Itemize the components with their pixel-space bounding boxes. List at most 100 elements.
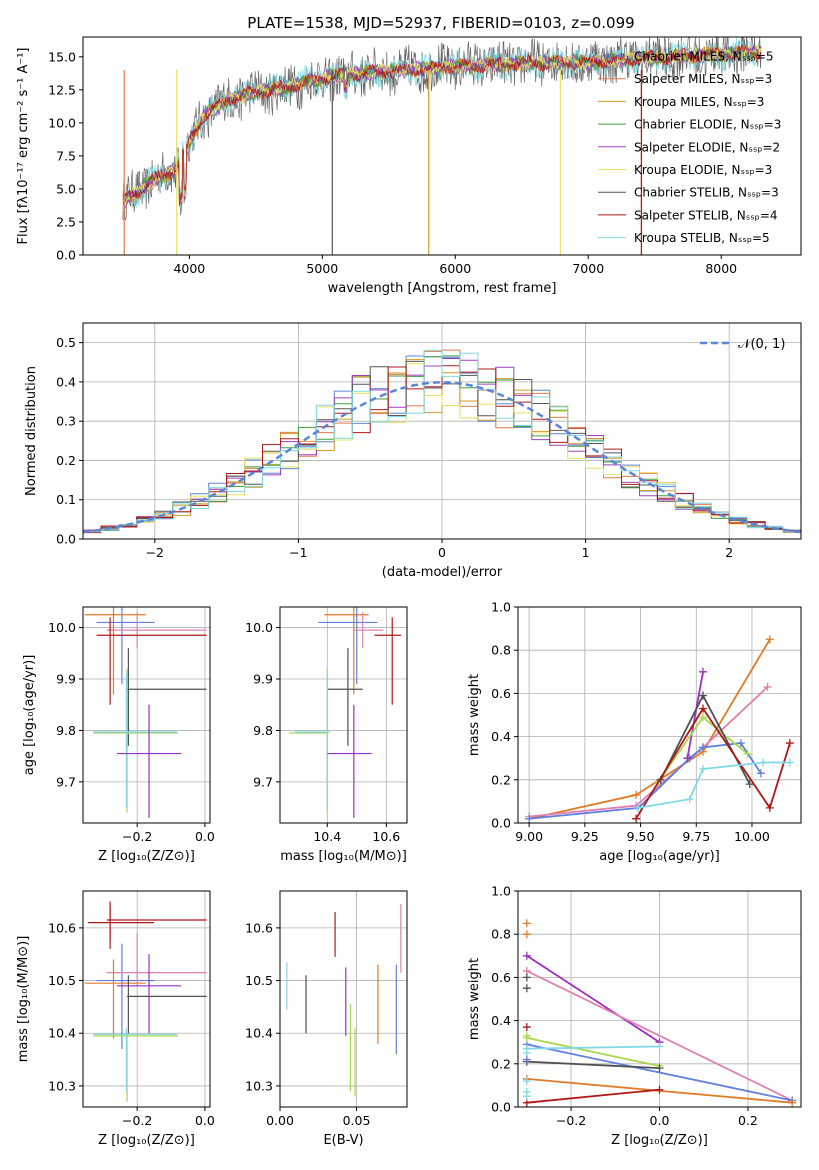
y-tick-label: 7.5 bbox=[56, 148, 76, 163]
x-tick-label: 4000 bbox=[173, 261, 205, 276]
weight-series-line bbox=[526, 1060, 660, 1069]
axes-frame bbox=[279, 606, 408, 824]
weight-marker bbox=[698, 713, 707, 722]
weight-marker bbox=[522, 1031, 531, 1040]
y-axis-label: mass [log₁₀(M/M⊙)] bbox=[16, 936, 31, 1063]
mass_weight_vs_age-plot bbox=[525, 635, 794, 823]
x-axis-label: Z [log₁₀(Z/Z⊙)] bbox=[98, 849, 195, 864]
weight-marker bbox=[743, 749, 752, 758]
y-tick-label: 15.0 bbox=[48, 49, 76, 64]
legend-entry: Chabrier MILES, Nₛₛₚ=5 bbox=[634, 50, 774, 64]
weight-marker bbox=[785, 758, 794, 767]
weight-marker bbox=[522, 984, 531, 993]
weight-series-line bbox=[526, 1037, 660, 1067]
x-tick-label: −2 bbox=[146, 545, 164, 560]
weight-marker bbox=[698, 743, 707, 752]
y-tick-label: 0.8 bbox=[491, 927, 511, 942]
y-tick-label: 9.8 bbox=[56, 723, 76, 738]
x-tick-label: 10.6 bbox=[372, 829, 400, 844]
mass_weight_vs_Z-axes: −0.2 0.0 0.2 0.0 0.2 0.4 0.6 0.8 1.0 Z [log₁₀(Z/Z… bbox=[467, 884, 801, 1148]
x-tick-label: 8000 bbox=[705, 261, 737, 276]
mass_vs_Z-axes: −0.2 0.0 10.3 10.4 10.5 10.6 Z [log₁₀(Z/Z⊙)] ma… bbox=[16, 891, 215, 1148]
x-tick-label: 9.00 bbox=[515, 829, 543, 844]
spectrum-line bbox=[122, 44, 762, 206]
y-tick-label: 9.9 bbox=[56, 672, 76, 687]
y-tick-label: 5.0 bbox=[56, 181, 76, 196]
legend-entry: Salpeter ELODIE, Nₛₛₚ=2 bbox=[634, 140, 780, 154]
legend-entry: Salpeter STELIB, Nₛₛₚ=4 bbox=[634, 208, 778, 222]
legend-entry: Salpeter MILES, Nₛₛₚ=3 bbox=[634, 72, 772, 86]
weight-marker bbox=[632, 790, 641, 799]
y-tick-label: 0.4 bbox=[491, 729, 511, 744]
weight-marker bbox=[759, 758, 768, 767]
mass_vs_ebv-plot bbox=[286, 904, 402, 1097]
spectrum-legend: Chabrier MILES, Nₛₛₚ=5 Salpeter MILES, Nₛ… bbox=[598, 50, 781, 245]
x-tick-label: 0.2 bbox=[738, 1113, 758, 1128]
residuals-axes: −2 −1 0 1 2 0.0 0.1 0.2 0.3 0.4 0.5 (data-model)/er… bbox=[24, 323, 801, 580]
y-tick-label: 10.5 bbox=[245, 973, 273, 988]
weight-series-line bbox=[528, 638, 771, 820]
y-tick-label: 0.3 bbox=[56, 414, 76, 429]
weight-marker bbox=[788, 1098, 797, 1107]
weight-series-line bbox=[529, 742, 762, 820]
y-tick-label: 10.6 bbox=[48, 920, 76, 935]
weight-marker bbox=[655, 1064, 664, 1073]
histogram-series bbox=[83, 349, 801, 539]
weight-marker bbox=[655, 1085, 664, 1094]
x-tick-label: 5000 bbox=[306, 261, 338, 276]
y-tick-label: 9.7 bbox=[56, 774, 76, 789]
y-tick-label: 1.0 bbox=[491, 600, 511, 615]
x-tick-label: 10.4 bbox=[313, 829, 341, 844]
x-axis-label: age [log₁₀(age/yr)] bbox=[599, 849, 720, 864]
y-tick-label: 10.0 bbox=[48, 620, 76, 635]
x-axis-label: Z [log₁₀(Z/Z⊙)] bbox=[98, 1133, 195, 1148]
x-tick-label: 0.05 bbox=[343, 1113, 371, 1128]
y-tick-label: 0.0 bbox=[56, 532, 76, 547]
weight-marker bbox=[522, 1055, 531, 1064]
spectrum-plot bbox=[122, 37, 762, 255]
x-tick-label: 9.75 bbox=[682, 829, 710, 844]
weight-marker bbox=[632, 814, 641, 823]
x-axis-label: (data-model)/error bbox=[382, 565, 503, 580]
weight-marker bbox=[525, 814, 534, 823]
x-axis-label: mass [log₁₀(M/M⊙)] bbox=[280, 849, 407, 864]
x-tick-label: −0.2 bbox=[556, 1113, 586, 1128]
age_vs_Z-plot bbox=[84, 607, 207, 818]
weight-marker bbox=[522, 951, 531, 960]
x-tick-label: 10.00 bbox=[734, 829, 770, 844]
weight-marker bbox=[634, 803, 643, 812]
mass_vs_ebv-axes: 0.00 0.05 10.3 10.4 10.5 10.6 E(B-V) bbox=[245, 891, 407, 1148]
x-tick-label: 2 bbox=[725, 545, 733, 560]
weight-marker bbox=[685, 795, 694, 804]
y-tick-label: 0.2 bbox=[56, 453, 76, 468]
x-tick-label: 0.0 bbox=[195, 1113, 215, 1128]
weight-marker bbox=[698, 667, 707, 676]
y-tick-label: 9.7 bbox=[253, 774, 273, 789]
y-tick-label: 10.4 bbox=[48, 1026, 76, 1041]
y-axis-label: Flux [fλ10⁻¹⁷ erg cm⁻² s⁻¹ A⁻¹] bbox=[16, 48, 31, 245]
y-tick-label: 9.8 bbox=[253, 723, 273, 738]
legend-entry: Kroupa MILES, Nₛₛₚ=3 bbox=[634, 95, 764, 109]
x-tick-label: 9.25 bbox=[571, 829, 599, 844]
age_vs_mass-plot bbox=[288, 607, 402, 818]
weight-marker bbox=[698, 691, 707, 700]
axes-frame bbox=[82, 890, 211, 1108]
weight-series-line bbox=[526, 1045, 660, 1050]
weight-marker bbox=[522, 1092, 531, 1101]
weight-series-line bbox=[526, 1043, 793, 1102]
y-tick-label: 10.0 bbox=[245, 620, 273, 635]
weight-marker bbox=[522, 919, 531, 928]
weight-series-line bbox=[686, 671, 704, 759]
weight-marker bbox=[522, 1077, 531, 1086]
y-tick-label: 1.0 bbox=[491, 884, 511, 899]
weight-series-line bbox=[635, 706, 791, 820]
y-tick-label: 0.2 bbox=[491, 772, 511, 787]
y-tick-label: 0.4 bbox=[56, 374, 76, 389]
weight-marker bbox=[756, 769, 765, 778]
y-tick-label: 0.1 bbox=[56, 492, 76, 507]
weight-marker bbox=[698, 704, 707, 713]
legend-entry: Chabrier STELIB, Nₛₛₚ=3 bbox=[634, 186, 779, 200]
y-tick-label: 10.5 bbox=[48, 973, 76, 988]
x-tick-label: −1 bbox=[289, 545, 307, 560]
weight-series-line bbox=[526, 955, 660, 1043]
